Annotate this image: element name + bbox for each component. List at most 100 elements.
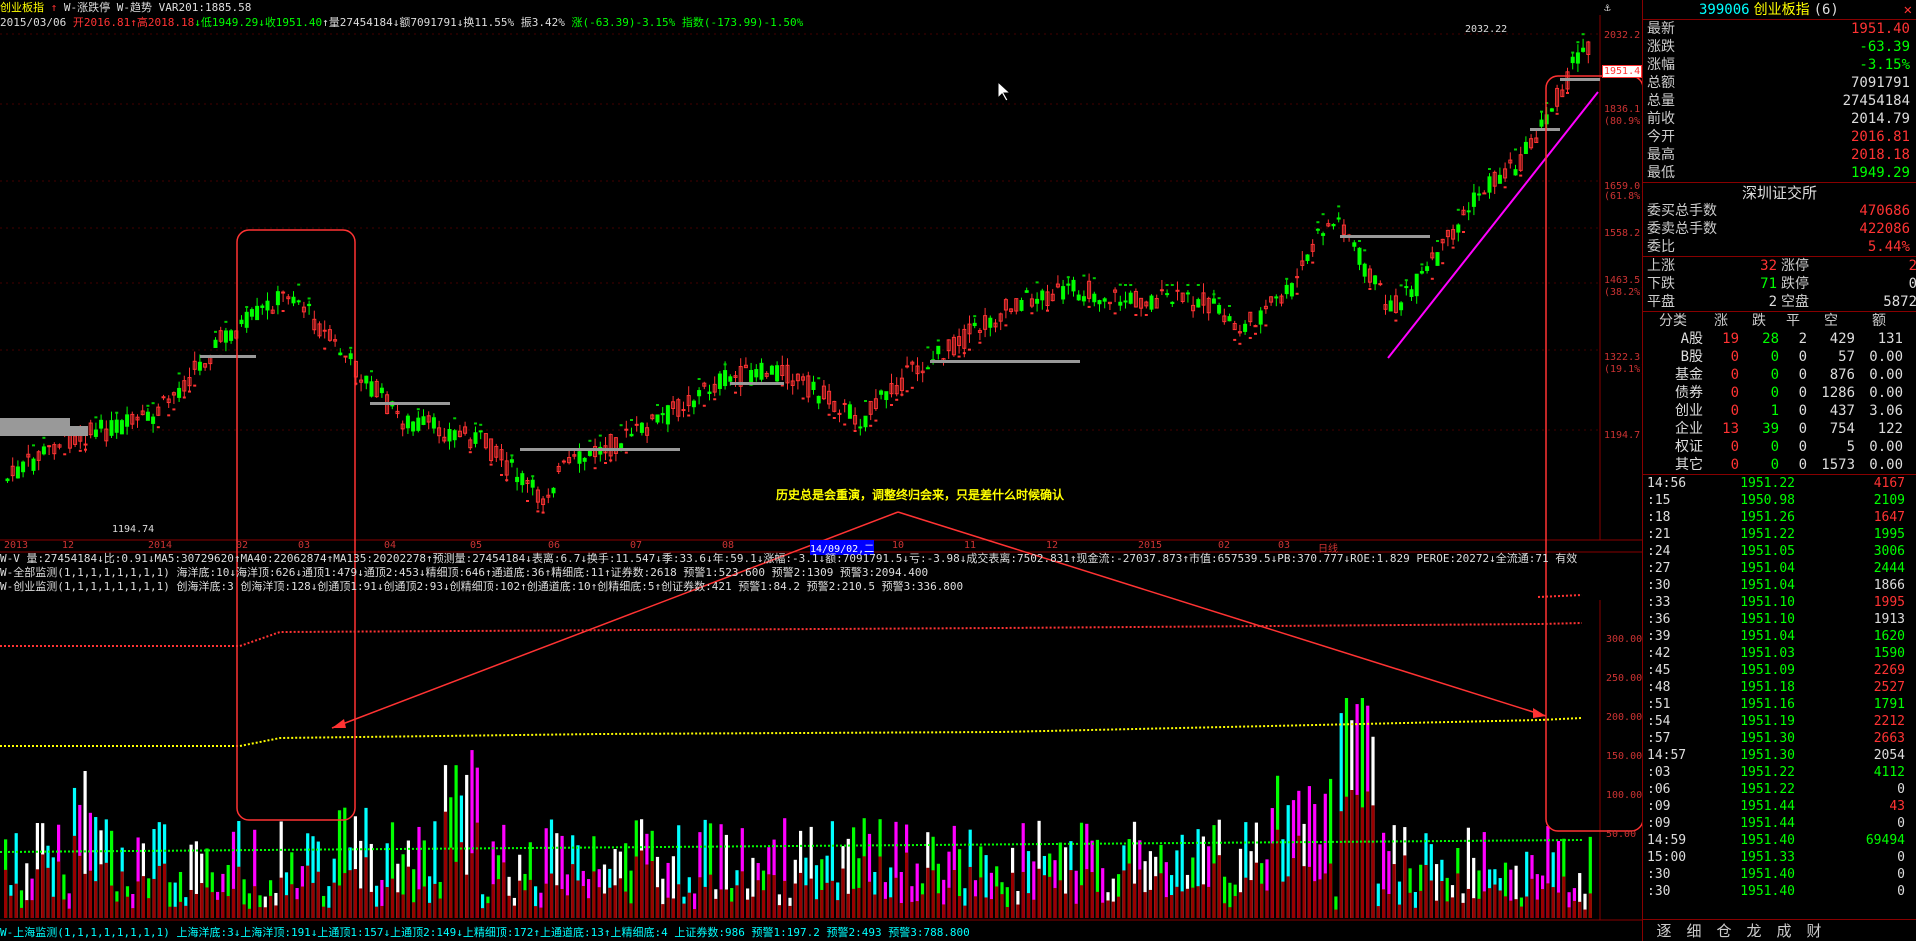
- breadth-count: 32: [1760, 258, 1777, 274]
- tick-row[interactable]: :06 1951.22 0: [1643, 781, 1916, 798]
- sidebar-tab[interactable]: 龙: [1746, 922, 1762, 940]
- tick-row[interactable]: :30 1951.40 0: [1643, 883, 1916, 900]
- volume-bar-base: [1117, 896, 1121, 918]
- tick-row[interactable]: :42 1951.03 1590: [1643, 645, 1916, 662]
- table-cell: 39: [1762, 421, 1779, 437]
- tick-row[interactable]: :51 1951.16 1791: [1643, 696, 1916, 713]
- index-title[interactable]: 创业板指: [0, 1, 44, 14]
- indicator-zdt[interactable]: W-涨跌停: [63, 1, 111, 14]
- candle-body: [899, 377, 904, 392]
- quote-sidebar: 399006 创业板指 (6) ✕ 最新 1951.40 涨跌 -63.39 涨幅 -3.…: [1642, 0, 1916, 941]
- tick-row[interactable]: :24 1951.05 3006: [1643, 543, 1916, 560]
- tick-row[interactable]: :03 1951.22 4112: [1643, 764, 1916, 781]
- volume-bar-base: [1366, 791, 1370, 918]
- tick-row[interactable]: :39 1951.04 1620: [1643, 628, 1916, 645]
- volume-bar-base: [1578, 901, 1582, 918]
- indicator-info-line-3[interactable]: W-创业监测(1,1,1,1,1,1,1,1) 创海洋底:3 创海洋顶:128↓…: [0, 580, 964, 593]
- table-cell: 0: [1798, 457, 1807, 473]
- sidebar-tab[interactable]: 逐: [1656, 922, 1672, 940]
- footer-indicator-line[interactable]: W-上海监测(1,1,1,1,1,1,1,1) 上海洋底:3↓上海洋顶:191↓…: [0, 926, 970, 939]
- volume-bar-base: [94, 881, 98, 918]
- trend-dot: [1186, 284, 1190, 286]
- tick-row[interactable]: :33 1951.10 1995: [1643, 594, 1916, 611]
- support-block: [930, 360, 1080, 363]
- price-tick: (19.1%): [1604, 364, 1647, 375]
- candle-body: [1404, 286, 1409, 289]
- volume-bar-base: [1551, 887, 1555, 918]
- trend-dot: [905, 390, 909, 393]
- indicator-info-line-2[interactable]: W-全部监测(1,1,1,1,1,1,1,1) 海洋底:10↓海洋顶:626↓通…: [0, 566, 929, 579]
- volume-bar-base: [486, 903, 490, 918]
- date-axis[interactable]: 2013 12 2014 02 03 04 05 06 07 08 14/09/02,二 10 11 12…: [0, 540, 1642, 555]
- tick-row[interactable]: :30 1951.40 0: [1643, 866, 1916, 883]
- tick-row[interactable]: :09 1951.44 43: [1643, 798, 1916, 815]
- tick-row[interactable]: 14:56 1951.22 4167: [1643, 475, 1916, 492]
- tick-row[interactable]: :36 1951.10 1913: [1643, 611, 1916, 628]
- candle-body: [452, 430, 457, 441]
- tick-row[interactable]: :09 1951.44 0: [1643, 815, 1916, 832]
- indicator-info-line-1[interactable]: W-V 量:27454184↓比:0.91↓MA5:30729620↑MA40:…: [0, 552, 1578, 565]
- tick-row[interactable]: :54 1951.19 2212: [1643, 713, 1916, 730]
- volume-tick: 100.00: [1606, 790, 1643, 801]
- candle-body: [1586, 41, 1591, 55]
- tick-row[interactable]: :48 1951.18 2527: [1643, 679, 1916, 696]
- candle-body: [1503, 168, 1508, 179]
- volume-bar-base: [1180, 891, 1184, 918]
- lock-icon[interactable]: ⚓: [1604, 1, 1611, 14]
- candle-body: [1081, 296, 1086, 302]
- order-label: 委比: [1647, 239, 1675, 255]
- table-cell: 28: [1762, 331, 1779, 347]
- volume-bar-base: [412, 902, 416, 918]
- candle-body: [88, 422, 93, 436]
- volume-bar-base: [772, 875, 776, 918]
- volume-bar-base: [406, 866, 410, 918]
- volume-tick: 150.00: [1606, 751, 1643, 762]
- kline-svg[interactable]: [0, 0, 1642, 941]
- tick-row[interactable]: :45 1951.09 2269: [1643, 662, 1916, 679]
- mouse-cursor-icon: [997, 80, 1012, 102]
- sidebar-tab[interactable]: 细: [1686, 922, 1702, 940]
- candle-body: [1061, 286, 1066, 300]
- candle-body: [140, 410, 145, 416]
- quote-value: 2014.79: [1850, 111, 1910, 127]
- candle-body: [608, 434, 613, 457]
- sidebar-tab[interactable]: 成: [1776, 922, 1792, 940]
- volume-tick: 250.00: [1606, 673, 1643, 684]
- tick-row[interactable]: :57 1951.30 2663: [1643, 730, 1916, 747]
- tick-row[interactable]: :15 1950.98 2109: [1643, 492, 1916, 509]
- tick-volume: 2269: [1873, 663, 1905, 678]
- sidebar-tab[interactable]: 仓: [1716, 922, 1732, 940]
- tick-volume: 2527: [1873, 680, 1905, 695]
- tick-price: 1951.30: [1740, 731, 1795, 746]
- trend-dot: [1420, 263, 1424, 266]
- candle-body: [473, 432, 478, 444]
- candle-body: [1279, 295, 1284, 304]
- candle-body: [925, 367, 930, 370]
- trend-dot: [1004, 324, 1008, 327]
- trend-dot: [510, 454, 514, 457]
- tick-volume: 2663: [1873, 731, 1905, 746]
- tick-row[interactable]: 14:57 1951.30 2054: [1643, 747, 1916, 764]
- candle-body: [1175, 289, 1180, 292]
- quote-value: 2016.81: [1850, 129, 1910, 145]
- tick-list[interactable]: 14:56 1951.22 4167:15 1950.98 2109:18 1951.26…: [1643, 474, 1916, 900]
- trend-dot: [1311, 261, 1315, 264]
- volume-bar-base: [4, 869, 8, 918]
- close-icon[interactable]: ✕: [1903, 2, 1912, 18]
- volume-bar-base: [1567, 907, 1571, 918]
- volume-bar-base: [724, 889, 728, 918]
- candle-body: [218, 330, 223, 342]
- table-cell: 0: [1730, 367, 1739, 383]
- tick-row[interactable]: :30 1951.04 1866: [1643, 577, 1916, 594]
- tick-row[interactable]: 14:59 1951.40 69494: [1643, 832, 1916, 849]
- trend-dot: [281, 310, 285, 312]
- volume-bar-base: [920, 894, 925, 918]
- tick-row[interactable]: :27 1951.04 2444: [1643, 560, 1916, 577]
- sidebar-tab[interactable]: 财: [1806, 922, 1822, 940]
- tick-row[interactable]: :18 1951.26 1647: [1643, 509, 1916, 526]
- volume-bar-base: [581, 886, 585, 918]
- date-tick: 12: [62, 540, 75, 551]
- tick-row[interactable]: :21 1951.22 1995: [1643, 526, 1916, 543]
- tick-row[interactable]: 15:00 1951.33 0: [1643, 849, 1916, 866]
- indicator-trend[interactable]: W-趋势: [116, 1, 152, 14]
